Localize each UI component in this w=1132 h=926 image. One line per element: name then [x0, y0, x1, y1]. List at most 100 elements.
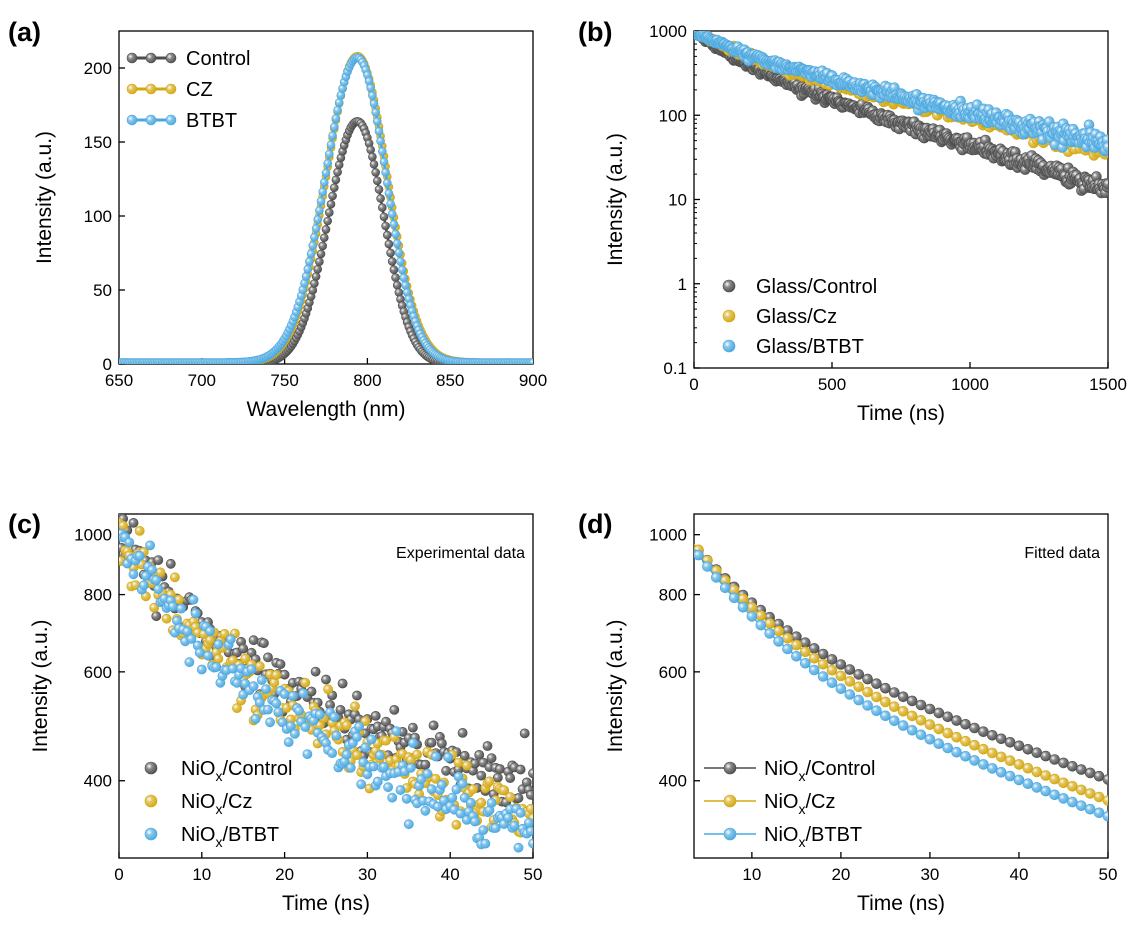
data-point	[134, 526, 145, 536]
data-point	[389, 265, 399, 275]
data-point	[782, 632, 793, 644]
data-point	[313, 264, 323, 274]
data-point	[376, 194, 385, 203]
legend-marker	[165, 114, 177, 126]
y-axis-label: Intensity (a.u.)	[33, 131, 56, 264]
data-point	[1049, 773, 1060, 785]
data-point	[755, 610, 767, 622]
data-point	[391, 726, 402, 736]
data-point	[490, 823, 501, 833]
data-point	[880, 682, 891, 694]
data-point	[261, 684, 271, 694]
data-point	[447, 792, 458, 803]
y-axis-label: Intensity (a.u.)	[29, 619, 52, 752]
data-point	[924, 733, 936, 745]
data-point	[379, 157, 389, 167]
data-point	[526, 790, 533, 800]
data-point	[368, 91, 377, 100]
data-point	[391, 273, 400, 282]
data-point	[1058, 777, 1069, 789]
data-point	[128, 569, 139, 580]
data-point	[773, 625, 784, 637]
data-point	[430, 751, 441, 762]
x-tick-label: 500	[818, 375, 846, 394]
data-point	[476, 770, 487, 781]
data-point	[151, 575, 162, 585]
data-point	[906, 724, 918, 736]
data-point	[694, 549, 704, 561]
fit-line	[694, 543, 1108, 802]
data-point	[232, 678, 242, 688]
data-point	[254, 697, 265, 708]
y-tick-label: 400	[659, 772, 687, 791]
series-niox-cz	[694, 543, 1108, 806]
data-point	[1093, 791, 1105, 803]
data-point	[764, 628, 776, 639]
data-point	[420, 805, 431, 816]
data-point	[246, 664, 257, 675]
data-point	[301, 272, 311, 281]
data-point	[1084, 767, 1096, 779]
data-point	[211, 662, 222, 672]
data-point	[329, 712, 340, 722]
data-point	[791, 639, 802, 651]
legend-label: NiOx/BTBT	[764, 824, 862, 850]
y-tick-label: 1000	[649, 526, 687, 545]
legend-label: CZ	[186, 79, 213, 101]
data-point	[124, 537, 135, 548]
data-point	[906, 710, 918, 722]
data-point	[316, 196, 326, 206]
data-point	[453, 757, 464, 768]
y-tick-label: 0	[103, 355, 112, 374]
data-point	[263, 704, 273, 715]
legend-label: Glass/BTBT	[756, 336, 864, 358]
data-point	[153, 584, 164, 595]
data-point	[817, 658, 829, 670]
data-point	[273, 707, 284, 717]
data-point	[151, 611, 162, 622]
data-point	[871, 705, 882, 717]
panel-d: 10 20 30 40 50 400 600 800 1000 Time (ns) Intensit…	[578, 509, 1117, 915]
legend-item: CZ	[126, 79, 213, 101]
data-point	[396, 257, 405, 266]
data-point	[880, 710, 891, 722]
legend-label: NiOx/Cz	[764, 791, 835, 817]
data-point	[337, 678, 348, 689]
data-point	[190, 608, 201, 619]
y-tick-label: 1	[678, 275, 687, 294]
data-point	[381, 168, 390, 177]
data-point	[335, 705, 346, 715]
data-point	[826, 654, 838, 665]
x-tick-label: 0	[114, 865, 123, 884]
data-point	[196, 664, 207, 675]
data-point	[924, 703, 936, 715]
data-point	[470, 758, 480, 769]
data-point	[372, 176, 382, 186]
data-point	[457, 778, 468, 789]
data-point	[906, 695, 918, 707]
data-point	[321, 168, 331, 178]
legend-marker	[722, 309, 736, 323]
legend-label: Glass/Control	[756, 276, 877, 298]
data-point	[366, 83, 376, 93]
data-point	[826, 677, 838, 689]
x-tick-label: 40	[441, 865, 460, 884]
data-point	[399, 273, 409, 283]
data-point	[933, 738, 945, 750]
data-point	[314, 709, 325, 720]
data-point	[503, 812, 514, 823]
legend-label: BTBT	[186, 110, 237, 132]
y-tick-label: 400	[84, 772, 112, 791]
data-point	[486, 798, 497, 808]
legend-marker	[723, 761, 737, 775]
data-point	[392, 280, 402, 290]
data-point	[862, 700, 873, 711]
data-point	[345, 762, 356, 773]
data-point	[240, 653, 251, 664]
data-point	[316, 249, 326, 259]
data-point	[265, 717, 275, 728]
data-point	[457, 728, 468, 738]
data-point	[915, 714, 927, 726]
data-point	[835, 659, 847, 670]
y-tick-label: 800	[659, 586, 687, 605]
